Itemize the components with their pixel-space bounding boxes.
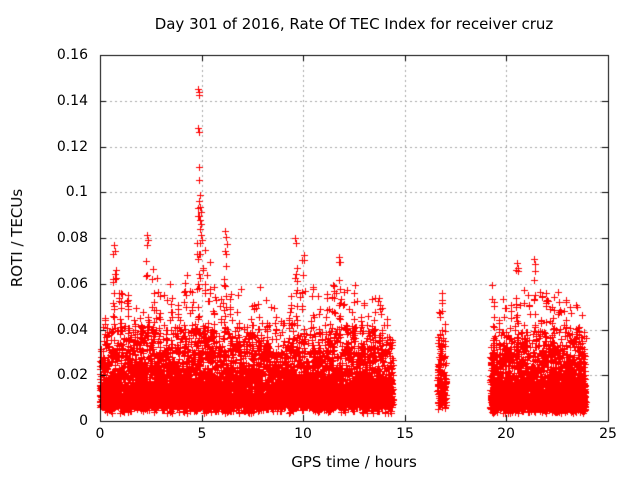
y-tick-label: 0.14 [56,93,88,109]
x-tick-label: 20 [497,426,515,442]
x-tick-label: 10 [294,426,312,442]
y-axis-label: ROTI / TECUs [8,188,26,288]
y-tick-label: 0.1 [65,184,88,200]
x-tick-label: 15 [396,426,414,442]
y-tick-label: 0.02 [56,367,88,383]
x-tick-label: 25 [599,426,617,442]
y-tick-label: 0.06 [56,276,88,292]
x-tick-label: 0 [95,426,105,442]
y-tick-label: 0.16 [56,47,88,63]
y-tick-label: 0 [79,413,88,429]
x-axis-label: GPS time / hours [291,453,417,471]
y-tick-label: 0.04 [56,322,88,338]
chart-title: Day 301 of 2016, Rate Of TEC Index for r… [154,15,554,33]
x-tick-label: 5 [197,426,207,442]
y-tick-label: 0.08 [56,230,88,246]
y-tick-label: 0.12 [56,139,88,155]
